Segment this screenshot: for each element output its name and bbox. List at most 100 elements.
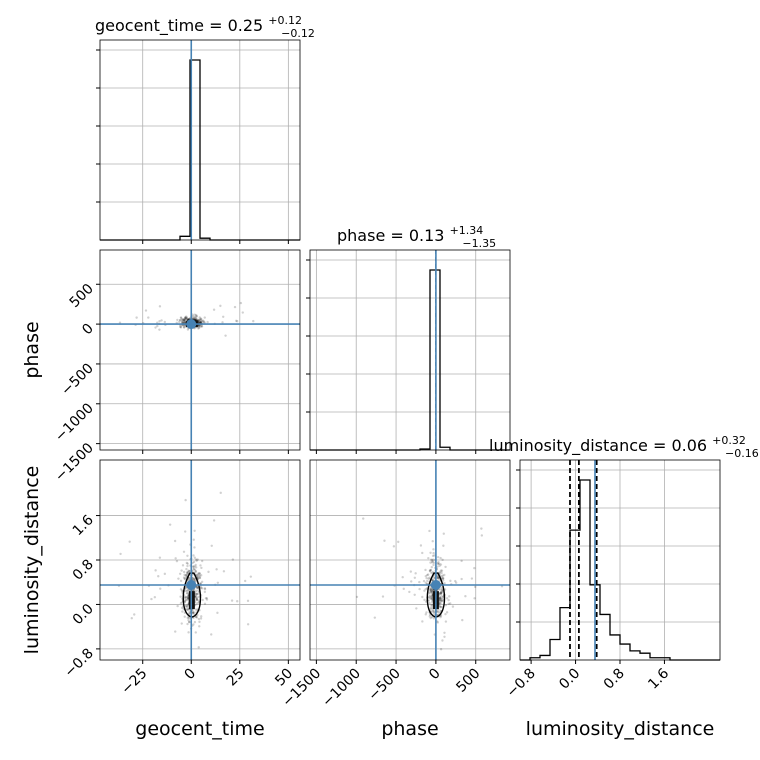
scatter-point xyxy=(431,560,435,563)
scatter-point xyxy=(198,576,201,580)
scatter-point xyxy=(158,305,162,308)
scatter-point xyxy=(438,605,442,608)
scatter-point xyxy=(194,608,198,611)
xtick-label: 500 xyxy=(453,666,483,696)
scatter-point xyxy=(197,324,201,328)
scatter-point xyxy=(178,320,181,324)
scatter-point xyxy=(429,587,432,590)
scatter-point xyxy=(210,633,213,636)
scatter-point xyxy=(440,571,443,575)
scatter-points xyxy=(118,301,255,337)
scatter-point xyxy=(460,559,463,563)
scatter-point xyxy=(430,561,434,564)
scatter-point xyxy=(439,606,443,609)
scatter-point xyxy=(402,587,405,591)
scatter-point xyxy=(195,616,199,619)
scatter-point xyxy=(199,586,203,590)
scatter-point xyxy=(193,620,197,624)
panel-title-phase: phase = 0.13 +1.34 −1.35 xyxy=(337,219,496,250)
scatter-point xyxy=(418,587,421,591)
scatter-point xyxy=(427,577,430,580)
scatter-point xyxy=(154,569,157,572)
scatter-point xyxy=(175,559,179,563)
ylabel-luminosity-distance: luminosity_distance xyxy=(21,466,43,655)
scatter-point xyxy=(194,594,198,598)
scatter-point xyxy=(188,610,191,613)
scatter-point xyxy=(199,318,203,322)
scatter-point xyxy=(426,579,429,583)
scatter-point xyxy=(183,573,186,577)
scatter-point xyxy=(198,325,201,328)
scatter-point xyxy=(184,574,187,577)
scatter-point xyxy=(437,562,440,566)
xtick-label: 0 xyxy=(426,666,444,684)
scatter-point xyxy=(158,556,162,559)
scatter-point xyxy=(362,517,365,520)
scatter-point xyxy=(176,318,179,322)
panel-title-luminosity-distance: luminosity_distance = 0.06 +0.32 −0.16 xyxy=(489,429,759,460)
scatter-point xyxy=(195,593,198,596)
scatter-point xyxy=(191,576,195,580)
scatter-point xyxy=(186,608,190,611)
scatter-point xyxy=(193,567,196,571)
scatter-point xyxy=(203,587,207,590)
scatter-point xyxy=(184,605,187,608)
scatter-point xyxy=(195,597,198,601)
scatter-point xyxy=(449,579,452,583)
scatter-point xyxy=(216,611,219,615)
scatter-point xyxy=(215,568,218,571)
title-ld-sup: +0.32 xyxy=(712,434,746,447)
scatter-point xyxy=(428,576,431,579)
scatter-point xyxy=(193,546,196,549)
scatter-point xyxy=(199,582,202,585)
title-geocent-time-sup: +0.12 xyxy=(268,14,302,27)
scatter-point xyxy=(185,561,189,565)
scatter-point xyxy=(182,570,186,574)
scatter-point xyxy=(179,316,183,320)
scatter-point xyxy=(184,317,188,320)
scatter-point xyxy=(430,565,433,569)
scatter-point xyxy=(436,621,440,624)
scatter-point xyxy=(185,571,189,574)
scatter-point xyxy=(195,597,199,600)
scatter-point xyxy=(200,615,203,618)
panel-geocent_time-phase: −1500−1000−500 0 500 xyxy=(52,249,301,485)
scatter-point xyxy=(401,576,404,579)
scatter-point xyxy=(441,596,445,599)
scatter-point xyxy=(430,595,433,598)
scatter-point xyxy=(432,617,436,620)
scatter-point xyxy=(179,588,183,591)
scatter-point xyxy=(200,580,204,584)
scatter-point xyxy=(192,565,195,569)
scatter-point xyxy=(179,316,183,319)
scatter-point xyxy=(216,581,220,585)
scatter-point xyxy=(130,617,133,620)
scatter-point xyxy=(183,615,186,618)
ytick-label: 500 xyxy=(67,281,97,311)
scatter-point xyxy=(128,540,131,543)
scatter-point xyxy=(179,325,182,328)
scatter-point xyxy=(202,320,205,323)
scatter-point xyxy=(447,602,450,606)
scatter-point xyxy=(480,527,483,530)
xlabel-luminosity-distance: luminosity_distance xyxy=(526,718,715,740)
scatter-point xyxy=(424,568,427,572)
ytick-label: −1000 xyxy=(52,400,97,445)
scatter-point xyxy=(195,315,198,318)
scatter-point xyxy=(222,570,226,573)
scatter-point xyxy=(199,321,203,324)
scatter-point xyxy=(150,597,153,601)
scatter-point xyxy=(441,590,444,593)
scatter-point xyxy=(443,582,446,585)
scatter-point xyxy=(187,631,190,634)
scatter-point xyxy=(449,602,452,605)
scatter-point xyxy=(447,598,450,602)
scatter-point xyxy=(159,587,162,590)
scatter-point xyxy=(195,592,199,596)
scatter-point xyxy=(212,519,216,522)
scatter-point xyxy=(436,565,439,568)
scatter-point xyxy=(185,606,189,609)
scatter-point xyxy=(461,618,464,622)
scatter-point xyxy=(235,320,239,323)
scatter-point xyxy=(199,321,202,324)
